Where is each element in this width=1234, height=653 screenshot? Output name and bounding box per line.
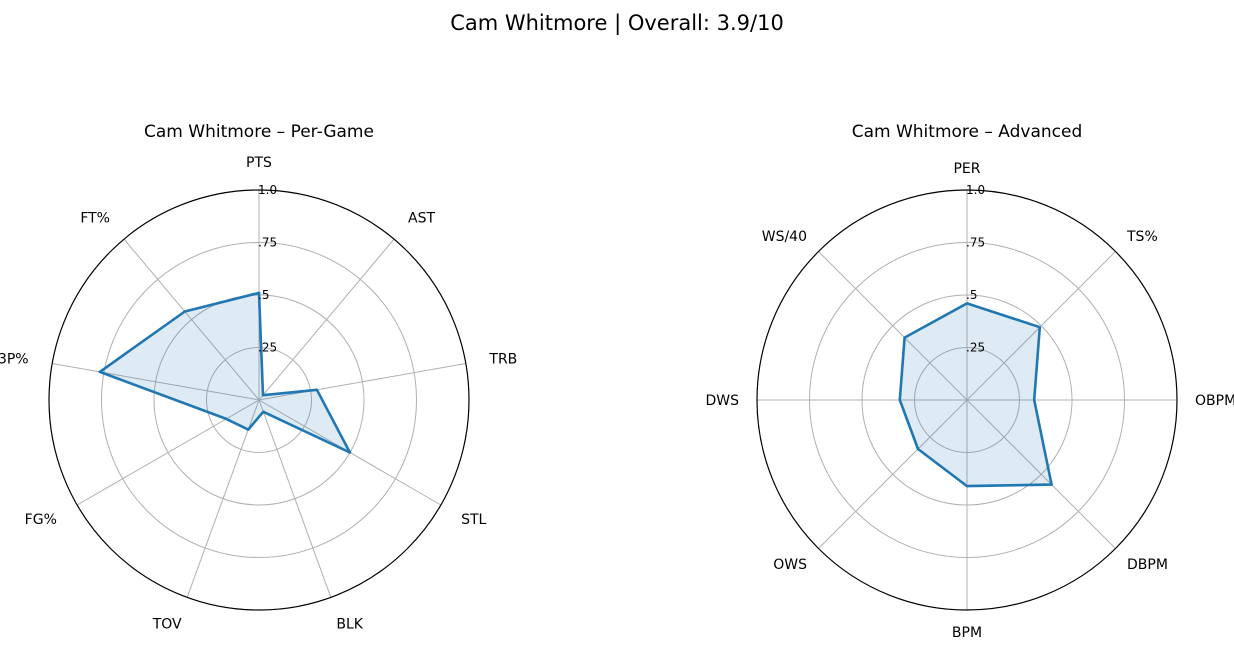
category-label-tov: TOV bbox=[152, 617, 182, 633]
spoke-gridline bbox=[258, 238, 395, 401]
radar-point-blk bbox=[262, 410, 265, 414]
category-label-trb: TRB bbox=[488, 352, 517, 368]
radial-tick-label: .75 bbox=[258, 236, 277, 250]
radial-tick-label: .5 bbox=[966, 288, 977, 302]
category-label-fg-pct: FG% bbox=[25, 512, 57, 528]
radar-panel-per-game: Cam Whitmore – Per-Game PTS AST TRB STL BLK T… bbox=[0, 122, 517, 633]
radar-point-ws-40 bbox=[903, 336, 906, 339]
spoke-gridline bbox=[52, 363, 260, 401]
panel-title-per-game: Cam Whitmore – Per-Game bbox=[144, 122, 374, 142]
radar-area-per-game bbox=[99, 292, 350, 453]
radar-point-obpm bbox=[1033, 398, 1036, 402]
radial-tick-label: .5 bbox=[258, 288, 269, 302]
figure-title: Cam Whitmore | Overall: 3.9/10 bbox=[450, 11, 784, 36]
polar-frame bbox=[756, 189, 1178, 611]
polar-frame bbox=[48, 189, 470, 611]
category-label-obpm: OBPM bbox=[1195, 393, 1234, 409]
radar-point-trb bbox=[315, 388, 319, 391]
radar-point-ast bbox=[261, 393, 265, 397]
category-label-3p-pct: 3P% bbox=[0, 352, 29, 368]
radar-point-fg-pct bbox=[225, 417, 228, 421]
radar-point-ts-pct bbox=[1038, 326, 1041, 329]
category-label-per: PER bbox=[953, 161, 980, 177]
radial-tick-label: .75 bbox=[966, 236, 985, 250]
spoke-gridline bbox=[123, 238, 260, 401]
spoke-gridline bbox=[966, 399, 1116, 549]
radar-point-ows bbox=[916, 447, 920, 451]
panel-title-advanced: Cam Whitmore – Advanced bbox=[852, 122, 1083, 142]
category-label-dbpm: DBPM bbox=[1127, 557, 1168, 573]
spoke-gridline bbox=[966, 251, 1116, 401]
radar-point-bpm bbox=[965, 484, 969, 488]
radar-point-stl bbox=[348, 451, 352, 454]
radar-point-pts bbox=[257, 291, 261, 295]
radial-tick-label: 1.0 bbox=[966, 183, 985, 197]
radar-point-dws bbox=[898, 398, 901, 402]
category-label-ft-pct: FT% bbox=[80, 211, 110, 227]
category-label-blk: BLK bbox=[336, 617, 363, 633]
spoke-gridline bbox=[186, 399, 260, 598]
category-label-bpm: BPM bbox=[952, 625, 982, 641]
category-label-ws-40: WS/40 bbox=[762, 229, 807, 245]
category-label-pts: PTS bbox=[246, 155, 272, 171]
radar-point-tov bbox=[247, 428, 250, 431]
radial-tick-label: .25 bbox=[966, 341, 985, 355]
radar-panel-advanced: Cam Whitmore – Advanced PER TS% OBPM DBPM BP… bbox=[705, 122, 1234, 641]
radar-line-per-game bbox=[98, 291, 352, 454]
radar-point-per bbox=[965, 302, 969, 305]
spoke-gridline bbox=[818, 399, 968, 549]
spoke-gridline bbox=[258, 399, 332, 598]
radar-area-advanced bbox=[899, 303, 1052, 487]
category-label-ows: OWS bbox=[773, 557, 807, 573]
category-label-ast: AST bbox=[408, 211, 435, 227]
category-label-dws: DWS bbox=[705, 393, 739, 409]
radar-point-ft-pct bbox=[183, 310, 186, 313]
radar-point-dbpm bbox=[1050, 483, 1053, 486]
radial-tick-label: .25 bbox=[258, 341, 277, 355]
category-label-ts-pct: TS% bbox=[1126, 229, 1158, 245]
radial-tick-label: 1.0 bbox=[258, 183, 277, 197]
spoke-gridline bbox=[818, 251, 968, 401]
radar-point-3p-pct bbox=[98, 370, 101, 374]
spoke-gridline bbox=[76, 399, 260, 506]
category-label-stl: STL bbox=[461, 512, 486, 528]
spoke-gridline bbox=[258, 363, 466, 401]
